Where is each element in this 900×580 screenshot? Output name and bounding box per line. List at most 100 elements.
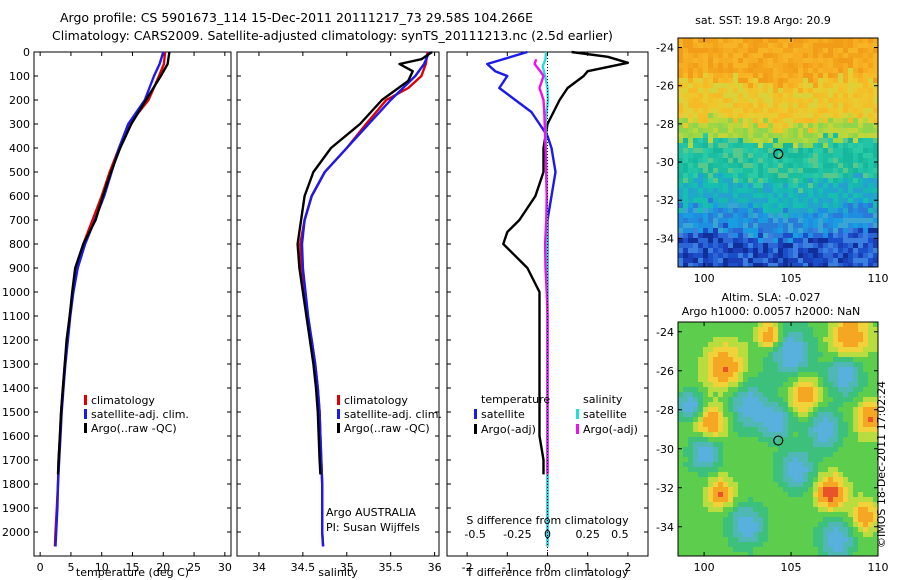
map-cell [873,208,878,214]
map-cell [693,527,699,533]
map-cell [843,472,849,478]
map-cell [738,173,744,179]
map-cell [743,332,749,338]
map-cell [793,392,799,398]
map-cell [873,412,878,418]
map-cell [783,352,789,358]
map-cell [748,332,754,338]
map-cell [738,213,744,219]
map-cell [818,382,824,388]
map-cell [873,98,878,104]
map-cell [708,88,714,94]
map-cell [823,517,829,523]
map-cell [748,492,754,498]
map-cell [758,427,764,433]
map-cell [793,427,799,433]
map-cell [843,442,849,448]
map-cell [698,357,704,363]
map-cell [848,402,854,408]
map-cell [743,352,749,358]
map-cell [858,88,864,94]
map-cell [748,452,754,458]
map-cell [828,417,834,423]
map-cell [713,248,719,254]
map-cell [748,362,754,368]
map-cell [833,327,839,333]
map-cell [723,422,729,428]
map-cell [813,492,819,498]
map-cell [863,352,869,358]
map-cell [743,83,749,89]
map-cell [723,517,729,523]
map-cell [698,392,704,398]
map-cell [738,58,744,64]
map-cell [848,78,854,84]
map-cell [713,83,719,89]
map-cell [713,487,719,493]
map-cell [733,447,739,453]
map-cell [833,372,839,378]
map-cell [788,68,794,74]
map-cell [713,422,719,428]
map-cell [848,497,854,503]
map-cell [813,362,819,368]
map-cell [863,163,869,169]
map-cell [788,477,794,483]
map-cell [858,158,864,164]
map-cell [683,532,689,538]
map-cell [763,552,769,556]
map-cell [738,143,744,149]
map-cell [723,352,729,358]
map-cell [708,253,714,259]
map-cell [873,522,878,528]
map-cell [808,432,814,438]
map-cell [828,332,834,338]
map-cell [803,447,809,453]
map-cell [853,442,859,448]
map-cell [873,452,878,458]
map-cell [788,357,794,363]
map-cell [713,477,719,483]
map-cell [693,218,699,224]
map-cell [873,78,878,84]
map-cell [738,517,744,523]
map-cell [813,487,819,493]
map-cell [768,238,774,244]
map-cell [733,332,739,338]
map-cell [773,178,779,184]
map-cell [798,73,804,79]
map-cell [713,238,719,244]
map-cell [773,78,779,84]
s-tick-label: 0.25 [575,528,600,541]
map-cell [843,73,849,79]
map-cell [858,412,864,418]
differences-xtick-label: 2 [624,561,631,574]
map-cell [703,542,709,548]
map-cell [873,63,878,69]
map-cell [833,472,839,478]
map-cell [688,452,694,458]
map-cell [738,78,744,84]
map-cell [803,68,809,74]
map-cell [798,322,804,328]
map-cell [808,497,814,503]
map-cell [748,342,754,348]
map-cell [833,477,839,483]
map-cell [843,397,849,403]
map-cell [683,228,689,234]
map-cell [828,537,834,543]
map-cell [778,118,784,124]
map-cell [758,452,764,458]
map-cell [738,387,744,393]
map-cell [683,68,689,74]
map-cell [833,382,839,388]
map-cell [678,68,684,74]
map-cell [813,512,819,518]
map-cell [873,168,878,174]
map-cell [803,178,809,184]
map-cell [813,108,819,114]
map-cell [833,547,839,553]
map-cell [678,38,684,44]
map-cell [818,367,824,373]
map-cell [808,492,814,498]
